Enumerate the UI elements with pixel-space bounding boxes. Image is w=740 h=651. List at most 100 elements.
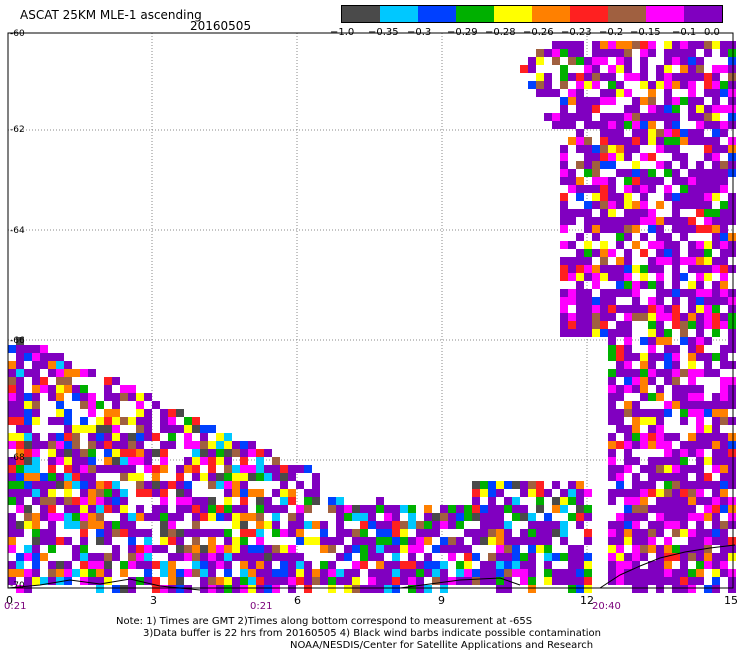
data-cell: [32, 561, 40, 569]
data-cell: [8, 561, 16, 569]
data-cell: [624, 137, 632, 145]
data-cell: [664, 409, 672, 417]
data-cell: [64, 497, 72, 505]
data-cell: [672, 385, 680, 393]
data-cell: [184, 505, 192, 513]
data-cell: [144, 529, 152, 537]
data-cell: [640, 177, 648, 185]
data-cell: [136, 513, 144, 521]
data-cell: [448, 521, 456, 529]
data-cell: [424, 529, 432, 537]
data-cell: [608, 193, 616, 201]
data-cell: [408, 585, 416, 593]
data-cell: [632, 129, 640, 137]
data-cell: [216, 513, 224, 521]
data-cell: [72, 553, 80, 561]
data-cell: [112, 449, 120, 457]
data-cell: [544, 513, 552, 521]
data-cell: [480, 537, 488, 545]
data-cell: [16, 489, 24, 497]
data-cell: [472, 577, 480, 585]
data-cell: [640, 305, 648, 313]
data-cell: [88, 561, 96, 569]
data-cell: [400, 569, 408, 577]
data-cell: [648, 241, 656, 249]
data-cell: [688, 137, 696, 145]
data-cell: [352, 537, 360, 545]
data-cell: [528, 513, 536, 521]
data-cell: [632, 97, 640, 105]
data-cell: [424, 513, 432, 521]
data-cell: [56, 561, 64, 569]
data-cell: [656, 113, 664, 121]
data-cell: [680, 505, 688, 513]
data-cell: [24, 457, 32, 465]
data-cell: [16, 425, 24, 433]
data-cell: [216, 457, 224, 465]
data-cell: [680, 233, 688, 241]
data-cell: [720, 217, 728, 225]
data-cell: [528, 553, 536, 561]
data-cell: [40, 481, 48, 489]
data-cell: [728, 209, 736, 217]
data-cell: [616, 169, 624, 177]
data-cell: [632, 313, 640, 321]
data-cell: [648, 361, 656, 369]
data-cell: [256, 465, 264, 473]
data-cell: [592, 249, 600, 257]
data-cell: [728, 241, 736, 249]
data-cell: [64, 361, 72, 369]
data-cell: [592, 121, 600, 129]
data-cell: [168, 585, 176, 593]
data-cell: [24, 345, 32, 353]
data-cell: [560, 49, 568, 57]
data-cell: [728, 449, 736, 457]
data-cell: [688, 321, 696, 329]
data-cell: [8, 465, 16, 473]
data-cell: [408, 561, 416, 569]
data-cell: [72, 369, 80, 377]
data-cell: [696, 409, 704, 417]
y-label: -60: [10, 29, 25, 39]
data-cell: [696, 241, 704, 249]
data-cell: [368, 505, 376, 513]
data-cell: [104, 457, 112, 465]
data-cell: [672, 169, 680, 177]
data-cell: [208, 585, 216, 593]
data-cell: [616, 121, 624, 129]
data-cell: [544, 537, 552, 545]
data-cell: [712, 409, 720, 417]
data-cell: [392, 545, 400, 553]
data-cell: [600, 225, 608, 233]
data-cell: [400, 529, 408, 537]
data-cell: [208, 513, 216, 521]
data-cell: [448, 545, 456, 553]
data-cell: [608, 401, 616, 409]
data-cell: [728, 265, 736, 273]
data-cell: [72, 449, 80, 457]
data-cell: [272, 529, 280, 537]
data-cell: [704, 177, 712, 185]
data-cell: [632, 377, 640, 385]
data-cell: [328, 585, 336, 593]
data-cell: [656, 297, 664, 305]
data-cell: [216, 433, 224, 441]
data-cell: [160, 449, 168, 457]
data-cell: [488, 553, 496, 561]
data-cell: [600, 129, 608, 137]
data-cell: [304, 505, 312, 513]
data-cell: [440, 577, 448, 585]
data-cell: [680, 489, 688, 497]
data-cell: [640, 497, 648, 505]
data-cell: [488, 513, 496, 521]
data-cell: [624, 489, 632, 497]
data-cell: [608, 265, 616, 273]
data-cell: [576, 585, 584, 593]
data-cell: [48, 433, 56, 441]
data-cell: [464, 561, 472, 569]
data-cell: [192, 505, 200, 513]
data-cell: [688, 73, 696, 81]
data-cell: [184, 457, 192, 465]
data-cell: [408, 577, 416, 585]
data-cell: [600, 265, 608, 273]
